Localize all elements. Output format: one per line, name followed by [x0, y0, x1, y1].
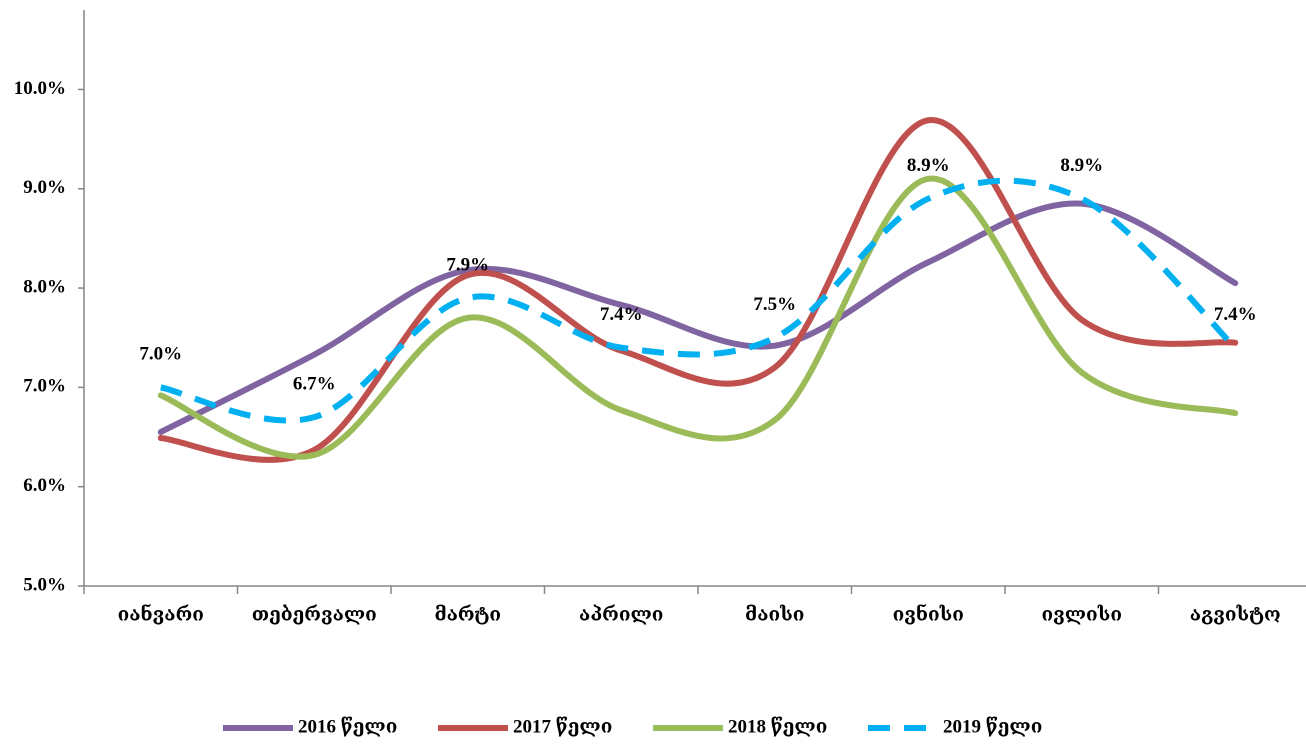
y-tick-label: 8.0% — [23, 276, 66, 297]
data-label: 7.4% — [1214, 304, 1257, 325]
series-line — [160, 177, 1238, 424]
data-label: 6.7% — [293, 374, 336, 395]
y-tick-label: 6.0% — [23, 475, 66, 496]
data-label: 7.5% — [753, 294, 796, 315]
data-label: 7.9% — [446, 254, 489, 275]
data-label: 7.0% — [139, 344, 182, 365]
y-tick-label: 9.0% — [23, 177, 66, 198]
data-label: 8.9% — [907, 155, 950, 176]
legend-label: 2016 წელი — [298, 715, 397, 737]
x-tick-label: აპრილი — [579, 603, 663, 625]
y-tick-label: 10.0% — [14, 78, 66, 99]
x-tick-label: ივლისი — [1042, 603, 1123, 625]
x-tick-label: აგვისტო — [1190, 603, 1281, 625]
x-tick-label: მარტი — [434, 603, 501, 625]
y-tick-label: 7.0% — [23, 376, 66, 397]
series-line — [157, 117, 1239, 463]
data-label: 7.4% — [600, 304, 643, 325]
series-line — [157, 200, 1239, 436]
legend-label: 2017 წელი — [513, 715, 612, 737]
series-line — [157, 175, 1239, 460]
x-tick-label: იანვარი — [118, 602, 204, 625]
legend-label: 2019 წელი — [943, 715, 1042, 737]
x-tick-label: თებერვალი — [252, 603, 377, 625]
y-tick-label: 5.0% — [23, 574, 66, 595]
data-label: 8.9% — [1060, 155, 1103, 176]
x-tick-label: მაისი — [745, 603, 804, 625]
legend-label: 2018 წელი — [728, 715, 827, 737]
x-tick-label: ივნისი — [893, 602, 964, 625]
